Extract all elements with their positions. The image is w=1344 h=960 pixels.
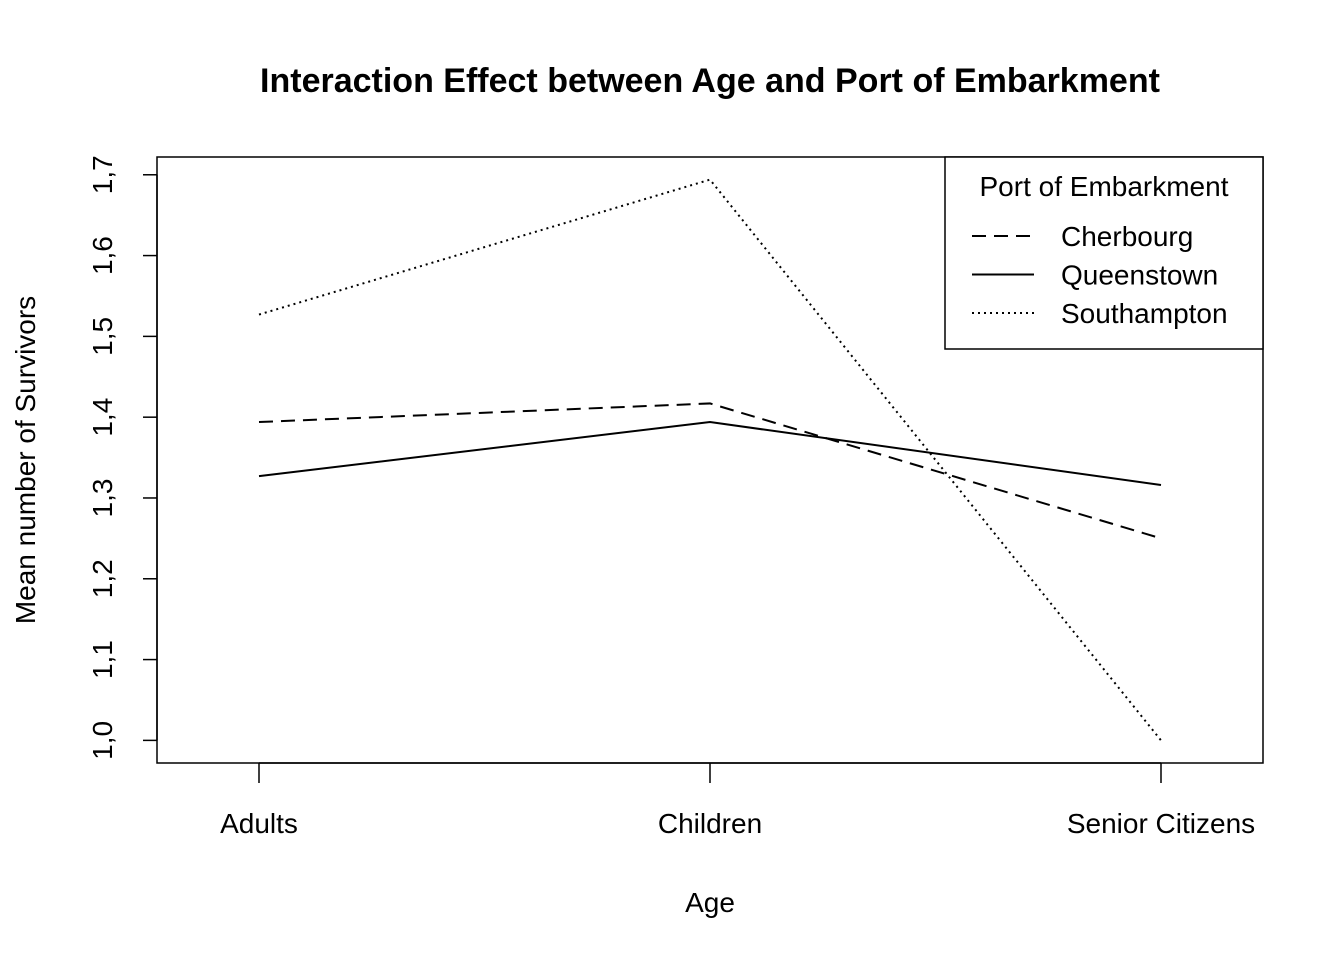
legend-entries: Cherbourg Queenstown Southampton bbox=[972, 221, 1228, 329]
legend-label-queenstown: Queenstown bbox=[1061, 260, 1218, 291]
y-tick-label: 1,4 bbox=[87, 398, 118, 437]
y-tick-label: 1,7 bbox=[87, 155, 118, 194]
series-line-queenstown bbox=[258, 421, 1162, 487]
y-tick-label: 1,3 bbox=[87, 479, 118, 518]
legend-label-cherbourg: Cherbourg bbox=[1061, 221, 1193, 252]
series-line-cherbourg bbox=[258, 402, 1162, 540]
x-tick-label: Senior Citizens bbox=[1067, 808, 1255, 839]
y-tick-label: 1,1 bbox=[87, 640, 118, 679]
y-tick-label: 1,2 bbox=[87, 559, 118, 598]
x-axis: Adults Children Senior Citizens bbox=[220, 762, 1255, 839]
chart-title: Interaction Effect between Age and Port … bbox=[260, 62, 1160, 100]
legend-label-southampton: Southampton bbox=[1061, 298, 1228, 329]
legend: Port of Embarkment Cherbourg Queenstown So… bbox=[944, 156, 1264, 350]
y-tick-label: 1,5 bbox=[87, 317, 118, 356]
x-tick-label: Children bbox=[658, 808, 762, 839]
x-axis-label: Age bbox=[685, 887, 735, 918]
series-lines bbox=[258, 178, 1162, 742]
x-tick-label: Adults bbox=[220, 808, 298, 839]
series-line-southampton bbox=[258, 178, 1162, 742]
legend-box bbox=[944, 156, 1264, 350]
y-tick-label: 1,0 bbox=[87, 721, 118, 760]
legend-title: Port of Embarkment bbox=[980, 171, 1229, 202]
y-tick-label: 1,6 bbox=[87, 236, 118, 275]
y-axis: 1,0 1,1 1,2 1,3 1,4 1,5 1,6 1,7 bbox=[87, 155, 158, 760]
y-axis-label: Mean number of Survivors bbox=[10, 296, 41, 624]
